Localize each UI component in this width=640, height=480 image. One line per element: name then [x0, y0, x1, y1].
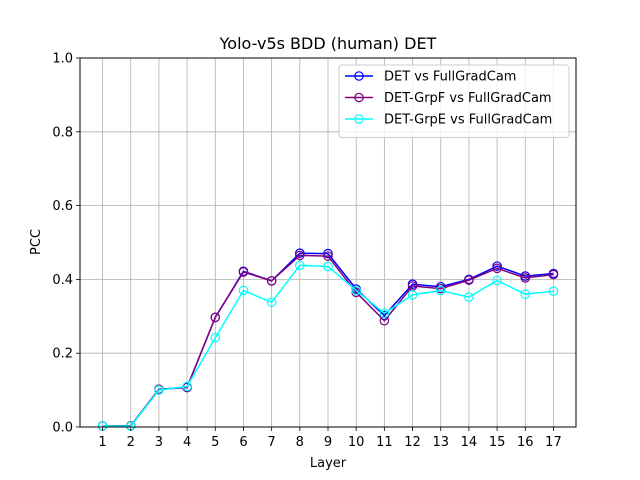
- series-2-point: [548, 269, 559, 280]
- series-line-3: [102, 264, 554, 428]
- y-tick-label: 0.6: [52, 199, 73, 214]
- y-tick-label: 0.2: [52, 347, 73, 362]
- series-2-point: [520, 273, 531, 283]
- series-2-point: [323, 251, 333, 261]
- x-tick-label: 9: [324, 435, 332, 450]
- series-2-point: [379, 315, 390, 326]
- series-3-point: [295, 260, 305, 271]
- series-3-point: [266, 297, 277, 308]
- x-tick-label: 1: [98, 435, 106, 450]
- y-tick-label: 0.0: [52, 421, 73, 436]
- series-3-point: [210, 332, 221, 343]
- legend: DET vs FullGradCam DET-GrpF vs FullGradCa…: [338, 64, 570, 138]
- series-3-point: [407, 290, 418, 300]
- x-tick-label: 5: [211, 435, 219, 450]
- series-3-point: [435, 285, 446, 296]
- series-3-point: [464, 292, 474, 302]
- series-3-point: [492, 275, 502, 286]
- x-tick-label: 3: [155, 435, 163, 450]
- series-3-point: [182, 381, 192, 392]
- legend-marker-1: [354, 71, 364, 81]
- chart-title: Yolo-v5s BDD (human) DET: [219, 34, 437, 53]
- series-2-point: [492, 263, 502, 274]
- y-tick-label: 0.4: [52, 273, 73, 288]
- series-3-point: [323, 261, 333, 272]
- x-tick-label: 10: [348, 435, 365, 450]
- series-3-point: [154, 385, 164, 395]
- series-2-point: [210, 312, 221, 323]
- series-3-point: [520, 289, 531, 299]
- series-2-point: [238, 267, 249, 277]
- x-tick-label: 16: [517, 435, 534, 450]
- x-tick-label: 15: [489, 435, 506, 450]
- series-2-point: [295, 250, 305, 261]
- x-tick-label: 14: [461, 435, 478, 450]
- x-tick-label: 6: [239, 435, 247, 450]
- series-3-point: [379, 308, 390, 319]
- series-group: [97, 248, 559, 432]
- series-2-point: [464, 275, 474, 285]
- x-tick-label: 8: [296, 435, 304, 450]
- series-3-point: [238, 285, 249, 296]
- x-tick-label: 13: [432, 435, 449, 450]
- x-tick-label: 7: [267, 435, 275, 450]
- x-tick-label: 17: [545, 435, 562, 450]
- legend-marker-3: [354, 114, 364, 124]
- y-tick-label: 0.8: [52, 125, 73, 140]
- legend-marker-2: [354, 92, 364, 103]
- x-tick-label: 11: [376, 435, 393, 450]
- x-tick-label: 4: [183, 435, 191, 450]
- y-tick-label: 1.0: [52, 52, 73, 67]
- series-1-point: [323, 248, 333, 259]
- legend-label-2: DET-GrpF vs FullGradCam: [384, 91, 552, 106]
- legend-box: [338, 64, 570, 138]
- series-3-point: [351, 285, 361, 296]
- legend-label-1: DET vs FullGradCam: [384, 70, 516, 85]
- legend-label-3: DET-GrpE vs FullGradCam: [384, 113, 552, 128]
- ticks: 1 2 3 4 5 6 7 8 9 10 11 12 13 14 15 16 170.00.20.40.60.8…: [52, 52, 561, 451]
- series-3-point: [548, 286, 559, 297]
- series-2-point: [266, 276, 277, 286]
- x-axis-label: Layer: [310, 456, 347, 471]
- x-tick-label: 12: [404, 435, 421, 450]
- y-axis-label: PCC: [29, 229, 44, 255]
- x-tick-label: 2: [127, 435, 135, 450]
